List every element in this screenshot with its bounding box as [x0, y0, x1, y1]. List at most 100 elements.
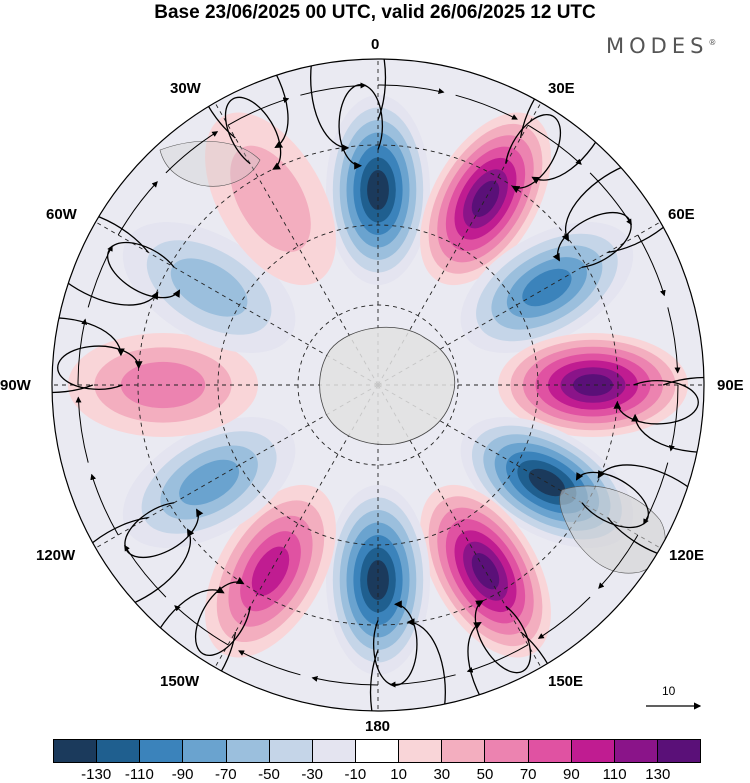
colorbar-tick-label: -90 — [171, 766, 194, 783]
streamline — [52, 208, 159, 306]
colorbar-tick-label: -10 — [344, 766, 367, 783]
streamline — [90, 473, 119, 536]
brand-name: MODES — [606, 34, 709, 58]
colorbar-tick-label: -30 — [301, 766, 324, 783]
colorbar-box — [140, 740, 184, 762]
streamline — [52, 317, 125, 394]
streamline — [174, 605, 229, 646]
colorbar-tick-label: 90 — [563, 766, 580, 783]
colorbar-tick-label: 30 — [433, 766, 451, 783]
graticule — [52, 59, 704, 711]
lon-label-150w: 150W — [160, 673, 200, 690]
positive-anomaly-cell — [498, 333, 688, 437]
colorbar-tick-label: 50 — [476, 766, 494, 783]
streamline — [165, 131, 219, 174]
anomaly-contour — [120, 361, 206, 409]
meridian-line — [95, 221, 379, 386]
meridian-line — [214, 102, 379, 386]
streamline — [643, 462, 669, 525]
reference-vector-label: 10 — [662, 684, 676, 698]
colorbar-tick-label: 130 — [645, 766, 671, 783]
anomaly-contour — [471, 553, 500, 590]
streamline — [311, 675, 379, 686]
anomaly-contour — [573, 374, 613, 396]
map-border — [51, 58, 705, 712]
colorbar-tick-label: 110 — [602, 766, 627, 783]
colorbar-box — [54, 740, 98, 762]
streamline — [227, 97, 290, 126]
streamline — [57, 345, 143, 390]
colorbar-tick-label: -130 — [81, 766, 112, 783]
streamline — [300, 82, 367, 96]
colorbar-box — [528, 740, 572, 762]
lon-label-90e: 90E — [717, 377, 744, 394]
streamline — [373, 600, 418, 686]
lon-label-180: 180 — [365, 718, 391, 735]
colorbar-box — [312, 740, 356, 762]
colorbar-tick-label: 10 — [390, 766, 407, 783]
positive-anomaly-cell — [68, 333, 258, 437]
positive-anomaly-cell — [205, 112, 336, 286]
streamline — [527, 124, 582, 165]
lon-label-60w: 60W — [46, 206, 77, 223]
anomaly-contour — [230, 145, 311, 252]
registered-mark: ® — [708, 38, 717, 47]
meridian-line — [377, 384, 542, 668]
streamline — [310, 59, 387, 152]
streamline — [224, 96, 282, 170]
lon-label-60e: 60E — [668, 206, 695, 223]
streamline — [369, 618, 446, 711]
colorbar-box — [485, 740, 529, 762]
streamline — [389, 674, 456, 688]
anomaly-contour — [471, 180, 500, 217]
meridian-line — [95, 384, 379, 549]
lon-label-30w: 30W — [170, 80, 201, 97]
colorbar-box — [657, 740, 701, 762]
lon-label-0: 0 — [371, 36, 380, 53]
lon-label-150e: 150E — [548, 673, 584, 690]
map-title: Base 23/06/2025 00 UTC, valid 26/06/2025… — [154, 2, 596, 23]
positive-anomaly-cell — [420, 112, 551, 286]
streamline — [75, 396, 89, 463]
streamline — [667, 307, 681, 374]
colorbar-box — [355, 740, 400, 762]
colorbar-box — [183, 740, 227, 762]
streamline — [637, 234, 666, 297]
lon-label-120e: 120E — [669, 547, 705, 564]
colorbar-box — [571, 740, 615, 762]
streamline — [87, 245, 113, 308]
streamline — [597, 464, 704, 562]
streamline — [77, 318, 88, 386]
streamline — [377, 84, 445, 95]
streamline — [589, 172, 632, 226]
streamline — [455, 94, 518, 120]
lon-label-30e: 30E — [548, 80, 575, 97]
streamline — [124, 544, 167, 598]
colorbar-box — [442, 740, 486, 762]
streamline — [598, 534, 639, 589]
meridian-line — [377, 384, 661, 549]
meridian-line — [377, 102, 542, 386]
colorbar-box — [399, 740, 443, 762]
meridian-line — [377, 221, 661, 386]
streamline — [466, 644, 529, 673]
streamline — [613, 380, 699, 425]
colorbar-box — [269, 740, 313, 762]
streamline — [668, 384, 679, 452]
streamline — [338, 84, 383, 170]
antarctica-landmass — [159, 141, 666, 574]
streamline — [474, 600, 532, 674]
meridian-line — [214, 384, 379, 668]
colorbar-tick-label: 70 — [519, 766, 537, 783]
colorbar-tick-label: -110 — [124, 766, 154, 783]
colorbar-box — [226, 740, 270, 762]
colorbar-tick-label: -70 — [214, 766, 237, 783]
streamline — [107, 241, 181, 299]
colorbar-box — [97, 740, 141, 762]
streamline — [575, 471, 649, 529]
lon-label-120w: 120W — [36, 547, 76, 564]
streamline — [631, 376, 704, 453]
modes-logo: MODES® — [606, 34, 716, 58]
streamline — [238, 650, 301, 676]
